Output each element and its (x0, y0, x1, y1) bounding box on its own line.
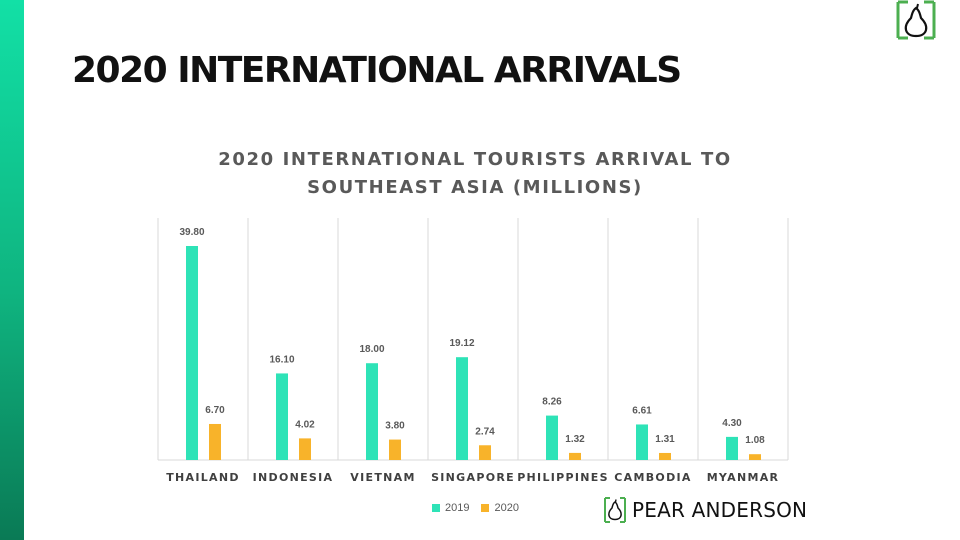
data-label: 18.00 (359, 344, 384, 355)
bar-2019-myanmar (726, 436, 738, 460)
data-label: 1.31 (655, 434, 675, 445)
data-label: 2.74 (475, 426, 495, 437)
legend-item-2020: 2020 (481, 502, 519, 514)
legend-swatch-2019 (432, 504, 440, 512)
data-label: 19.12 (449, 338, 474, 349)
chart-title: 2020 INTERNATIONAL TOURISTS ARRIVAL TO S… (160, 146, 790, 202)
bar-2019-singapore (456, 357, 468, 460)
data-label: 4.30 (722, 418, 742, 429)
bar-2019-philippines (546, 415, 558, 460)
data-label: 1.32 (565, 434, 585, 445)
bar-2020-singapore (479, 445, 491, 460)
chart-title-line-1: 2020 INTERNATIONAL TOURISTS ARRIVAL TO (218, 149, 732, 170)
bar-2020-philippines (569, 452, 581, 460)
pear-logo-icon (896, 0, 936, 40)
x-tick-label: CAMBODIA (614, 471, 691, 484)
data-label: 16.10 (269, 354, 294, 365)
chart-legend: 2019 2020 (432, 500, 519, 516)
legend-label-2020: 2020 (494, 502, 519, 514)
bar-2020-vietnam (389, 439, 401, 460)
legend-swatch-2020 (481, 504, 490, 512)
brand-logo: PEAR ANDERSON (604, 497, 807, 523)
brand-name: PEAR ANDERSON (632, 498, 808, 522)
page-title: 2020 INTERNATIONAL ARRIVALS (72, 50, 682, 91)
bar-2020-thailand (209, 423, 221, 460)
data-label: 6.70 (205, 405, 225, 416)
legend-label-2019: 2019 (445, 502, 470, 514)
data-label: 6.61 (632, 405, 652, 416)
x-tick-label: INDONESIA (253, 471, 334, 484)
accent-bar (0, 0, 24, 540)
x-tick-label: SINGAPORE (431, 471, 515, 484)
data-label: 3.80 (385, 421, 405, 432)
bar-2020-indonesia (299, 438, 311, 460)
chart-title-line-2: SOUTHEAST ASIA (MILLIONS) (307, 177, 643, 198)
brand-pear-icon (604, 497, 626, 523)
bar-2019-cambodia (636, 424, 648, 460)
bar-2019-indonesia (276, 373, 288, 460)
bar-2020-cambodia (659, 452, 671, 460)
legend-item-2019: 2019 (432, 502, 469, 514)
data-label: 1.08 (745, 435, 765, 446)
data-label: 39.80 (179, 227, 204, 238)
x-tick-label: MYANMAR (707, 471, 780, 484)
bar-2019-thailand (186, 246, 198, 460)
bar-2019-vietnam (366, 363, 378, 460)
x-tick-label: THAILAND (166, 471, 240, 484)
x-tick-label: VIETNAM (350, 471, 415, 484)
x-tick-label: PHILIPPINES (517, 471, 609, 484)
data-label: 8.26 (542, 397, 562, 408)
bar-2020-myanmar (749, 454, 761, 460)
data-label: 4.02 (295, 419, 315, 430)
